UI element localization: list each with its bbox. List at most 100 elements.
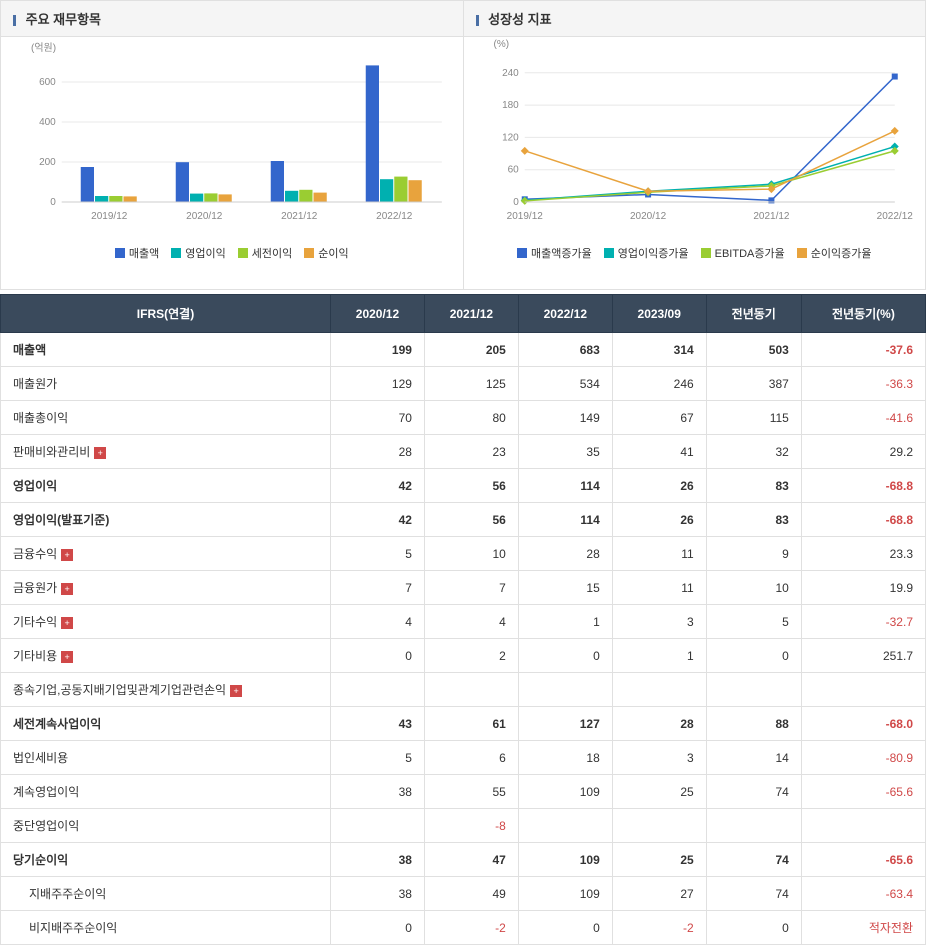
table-row: 계속영업이익38551092574-65.6: [1, 775, 926, 809]
row-label: 기타비용+: [1, 639, 331, 673]
expand-icon[interactable]: +: [61, 651, 73, 663]
row-value: 503: [706, 333, 801, 367]
expand-icon[interactable]: +: [94, 447, 106, 459]
row-value: 7: [331, 571, 425, 605]
bar-chart-legend: 매출액 영업이익 세전이익 순이익: [1, 237, 463, 269]
line-chart-title: 성장성 지표: [464, 1, 926, 37]
row-value: 0: [706, 911, 801, 945]
svg-text:2022/12: 2022/12: [376, 211, 413, 222]
row-value: 6: [424, 741, 518, 775]
row-value: -68.8: [801, 469, 925, 503]
legend-label: 세전이익: [252, 245, 292, 261]
legend-label: 매출액: [129, 245, 159, 261]
row-value: [518, 673, 612, 707]
expand-icon[interactable]: +: [61, 617, 73, 629]
row-label: 지배주주순이익: [1, 877, 331, 911]
row-value: 11: [612, 537, 706, 571]
row-value: 205: [424, 333, 518, 367]
row-value: -2: [424, 911, 518, 945]
svg-text:180: 180: [502, 100, 519, 111]
row-value: 1: [518, 605, 612, 639]
table-row: 세전계속사업이익43611272888-68.0: [1, 707, 926, 741]
row-value: [518, 809, 612, 843]
row-value: 129: [331, 367, 425, 401]
svg-text:200: 200: [39, 157, 56, 168]
row-value: 7: [424, 571, 518, 605]
row-value: 683: [518, 333, 612, 367]
row-value: [706, 809, 801, 843]
expand-icon[interactable]: +: [61, 583, 73, 595]
row-value: 127: [518, 707, 612, 741]
line-chart-panel: 성장성 지표 (%) 0601201802402019/122020/12202…: [463, 0, 926, 290]
legend-swatch-icon: [797, 248, 807, 258]
row-label: 법인세비용: [1, 741, 331, 775]
row-value: 55: [424, 775, 518, 809]
row-value: 29.2: [801, 435, 925, 469]
expand-icon[interactable]: +: [61, 549, 73, 561]
svg-text:120: 120: [502, 132, 519, 143]
table-row: 판매비와관리비+282335413229.2: [1, 435, 926, 469]
row-value: 5: [331, 537, 425, 571]
legend-swatch-icon: [701, 248, 711, 258]
row-value: -32.7: [801, 605, 925, 639]
table-row: 지배주주순이익38491092774-63.4: [1, 877, 926, 911]
table-row: 기타수익+44135-32.7: [1, 605, 926, 639]
bar-chart-title-text: 주요 재무항목: [26, 12, 101, 27]
row-value: 114: [518, 469, 612, 503]
row-value: 0: [706, 639, 801, 673]
legend-swatch-icon: [304, 248, 314, 258]
row-value: 43: [331, 707, 425, 741]
line-chart-body: (%) 0601201802402019/122020/122021/12202…: [464, 37, 926, 237]
row-value: 9: [706, 537, 801, 571]
legend-item[interactable]: 순이익증가율: [797, 245, 872, 261]
row-value: 38: [331, 775, 425, 809]
th-col: 2023/09: [612, 295, 706, 333]
row-value: 25: [612, 775, 706, 809]
bar-chart-body: (억원) 02004006002019/122020/122021/122022…: [1, 37, 463, 237]
row-value: 28: [518, 537, 612, 571]
row-value: 0: [518, 639, 612, 673]
row-label: 당기순이익: [1, 843, 331, 877]
legend-item[interactable]: 순이익: [304, 245, 348, 261]
table-row: 비지배주주순이익0-20-20적자전환: [1, 911, 926, 945]
svg-text:60: 60: [507, 165, 519, 176]
title-marker-icon: [476, 15, 479, 26]
th-col: 2022/12: [518, 295, 612, 333]
row-value: 25: [612, 843, 706, 877]
svg-text:2021/12: 2021/12: [753, 211, 790, 222]
legend-swatch-icon: [604, 248, 614, 258]
row-value: 3: [612, 741, 706, 775]
charts-row: 주요 재무항목 (억원) 02004006002019/122020/12202…: [0, 0, 926, 290]
legend-item[interactable]: 매출액: [115, 245, 159, 261]
row-value: [331, 673, 425, 707]
line-chart-svg: 0601201802402019/122020/122021/122022/12: [474, 47, 916, 227]
legend-item[interactable]: 매출액증가율: [517, 245, 592, 261]
row-value: 4: [331, 605, 425, 639]
row-value: 11: [612, 571, 706, 605]
row-value: 56: [424, 503, 518, 537]
legend-item[interactable]: 세전이익: [238, 245, 292, 261]
row-value: 27: [612, 877, 706, 911]
legend-label: 영업이익: [185, 245, 225, 261]
row-value: 246: [612, 367, 706, 401]
expand-icon[interactable]: +: [230, 685, 242, 697]
row-value: 28: [612, 707, 706, 741]
row-value: 41: [612, 435, 706, 469]
row-label: 종속기업,공동지배기업및관계기업관련손익+: [1, 673, 331, 707]
line-y-unit: (%): [494, 39, 510, 50]
row-value: [706, 673, 801, 707]
legend-label: 순이익증가율: [811, 245, 872, 261]
row-value: 5: [706, 605, 801, 639]
row-value: 5: [331, 741, 425, 775]
th-col: 2020/12: [331, 295, 425, 333]
table-row: 영업이익(발표기준)42561142683-68.8: [1, 503, 926, 537]
row-value: -2: [612, 911, 706, 945]
row-value: 74: [706, 843, 801, 877]
bar-chart-panel: 주요 재무항목 (억원) 02004006002019/122020/12202…: [0, 0, 463, 290]
legend-item[interactable]: EBITDA증가율: [701, 245, 785, 261]
table-row: 영업이익42561142683-68.8: [1, 469, 926, 503]
table-row: 매출원가129125534246387-36.3: [1, 367, 926, 401]
row-value: 251.7: [801, 639, 925, 673]
legend-item[interactable]: 영업이익증가율: [604, 245, 689, 261]
legend-item[interactable]: 영업이익: [171, 245, 225, 261]
